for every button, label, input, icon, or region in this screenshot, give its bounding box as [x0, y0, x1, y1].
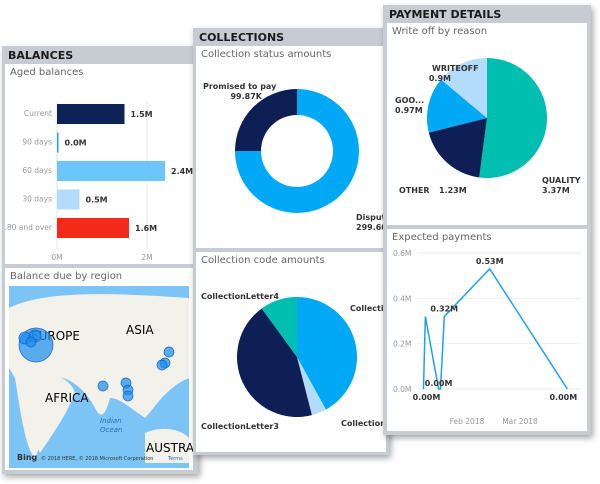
- map-title: Balance due by region: [10, 271, 123, 282]
- slice-label: 0.9M: [429, 74, 451, 83]
- bar-60-days: [57, 161, 165, 181]
- bar-30-days: [57, 189, 80, 210]
- map-label-africa: AFRICA: [45, 391, 89, 405]
- aged-balances-title: Aged balances: [10, 67, 84, 78]
- bar-category-label: Current: [24, 109, 52, 118]
- y-tick: 0.2M: [393, 340, 411, 349]
- write-off-card[interactable]: Write off by reason WRITEOFF 0.9M GOO... 0.…: [387, 23, 587, 225]
- point-data-label: 0.00M: [549, 393, 577, 402]
- aged-balances-chart: Current 1.5M 90 days 0.0M 60 days 2.4M 30 days…: [2, 102, 193, 262]
- slice-collectionletter4: [261, 297, 297, 357]
- slice-quality: [479, 58, 547, 178]
- collection-code-chart: CollectionLetter4 Collection CollectionLet…: [201, 292, 400, 431]
- bar-data-label: 1.5M: [131, 110, 153, 119]
- y-tick: 0.4M: [393, 294, 411, 303]
- map-label-australia: AUSTRA: [146, 441, 193, 455]
- balances-header: BALANCES: [8, 49, 74, 62]
- collection-status-title: Collection status amounts: [201, 49, 332, 60]
- collections-header: COLLECTIONS: [199, 31, 285, 44]
- slice-collection: [297, 297, 358, 410]
- slice-label: CollectionLetter3: [201, 422, 279, 431]
- y-tick: 0.0M: [393, 385, 411, 394]
- collections-panel: COLLECTIONS Collection status amounts Pr…: [193, 28, 400, 455]
- point-data-label: 0.00M: [425, 379, 453, 388]
- bar-90-days: [57, 132, 59, 153]
- balances-panel: BALANCES Aged balances Current 1.5M 90 day…: [2, 46, 198, 474]
- expected-payments-line: [422, 267, 568, 390]
- slice-label: Dispute: [356, 213, 386, 222]
- write-off-title: Write off by reason: [392, 26, 488, 37]
- slice-label: Collection: [350, 304, 386, 313]
- expected-payments-title: Expected payments: [392, 232, 492, 243]
- x-tick: Feb 2018: [450, 417, 485, 426]
- payment-details-panel: PAYMENT DETAILS Write off by reason WRIT…: [383, 5, 591, 435]
- slice-label: WRITEOFF: [432, 64, 479, 73]
- slice-label: 299.60K: [356, 223, 386, 232]
- y-tick: 0.6M: [393, 249, 411, 258]
- bar-category-label: 60 days: [22, 166, 52, 175]
- collection-code-title: Collection code amounts: [201, 255, 325, 266]
- point-data-label: 0.53M: [476, 257, 504, 266]
- slice-label: OTHER: [399, 186, 430, 195]
- map-bubbles[interactable]: [18, 327, 175, 402]
- x-tick: 2M: [141, 253, 152, 262]
- slice-promisedtopay: [235, 89, 297, 152]
- expected-payments-card[interactable]: Expected payments 0.0M 0.2M 0.4M 0.6M Feb 20…: [387, 229, 587, 431]
- balance-by-region-card[interactable]: Balance due by region EUROPE ASIA AFRICA…: [5, 268, 193, 470]
- slice-other: [428, 118, 487, 178]
- slice-collectionletter3: [236, 308, 312, 417]
- bar-data-label: 1.6M: [135, 224, 157, 233]
- point-data-label: 0.00M: [413, 393, 441, 402]
- bar-data-label: 0.5M: [86, 196, 108, 205]
- bar-data-label: 0.0M: [65, 139, 87, 148]
- bar-data-label: 2.4M: [171, 167, 193, 176]
- bar-category-label: 90 days: [22, 138, 52, 147]
- collection-code-card[interactable]: Collection code amounts CollectionLetter…: [196, 252, 400, 452]
- map-terms-link[interactable]: Terms: [167, 456, 183, 462]
- map-copyright: © 2018 HERE, © 2018 Microsoft Corporatio…: [41, 455, 153, 462]
- aged-balances-card[interactable]: Aged balances Current 1.5M 90 days 0.0M 60 d…: [2, 64, 193, 264]
- slice-dispute: [235, 89, 359, 213]
- map-label-asia: ASIA: [126, 323, 154, 337]
- slice-label: 0.97M: [395, 106, 423, 115]
- slice-writeoff: [440, 58, 487, 118]
- slice-label: Promised to pay: [203, 82, 277, 91]
- region-map[interactable]: EUROPE ASIA AFRICA AUSTRA Indian Ocean B…: [5, 268, 193, 470]
- bar-category-label: 180 and over: [5, 223, 53, 232]
- collection-status-card[interactable]: Collection status amounts Promised to pa…: [196, 46, 394, 248]
- slice-label: GOO...: [395, 96, 424, 105]
- bar-180-and-over: [57, 218, 129, 238]
- x-tick: 0M: [51, 253, 62, 262]
- slice-label: CollectionLetter4: [201, 292, 279, 301]
- slice-label: 1.23M: [439, 186, 467, 195]
- bar-category-label: 30 days: [22, 195, 52, 204]
- slice-collectionlet: [297, 357, 326, 416]
- map-label-indian: Indian: [100, 417, 122, 425]
- bar-current: [57, 104, 125, 124]
- slice-label: CollectionLet: [341, 419, 386, 428]
- payment-details-header: PAYMENT DETAILS: [389, 8, 502, 21]
- bing-logo: Bing: [17, 453, 38, 462]
- slice-label: 3.37M: [542, 186, 570, 195]
- expected-payments-chart: 0.0M 0.2M 0.4M 0.6M Feb 2018 Mar 2018 0.00M 0.0…: [393, 249, 582, 426]
- slice-label: QUALITY: [542, 176, 581, 185]
- slice-label: 99.87K: [230, 92, 262, 101]
- map-label-ocean: Ocean: [100, 426, 122, 434]
- point-data-label: 0.32M: [430, 304, 458, 313]
- slice-goo: [427, 79, 487, 133]
- x-tick: Mar 2018: [502, 417, 538, 426]
